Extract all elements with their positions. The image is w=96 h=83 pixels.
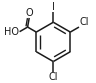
Text: Cl: Cl bbox=[80, 17, 89, 27]
Text: O: O bbox=[25, 8, 33, 18]
Text: HO: HO bbox=[4, 27, 19, 37]
Text: Cl: Cl bbox=[49, 72, 58, 82]
Text: I: I bbox=[52, 2, 55, 12]
